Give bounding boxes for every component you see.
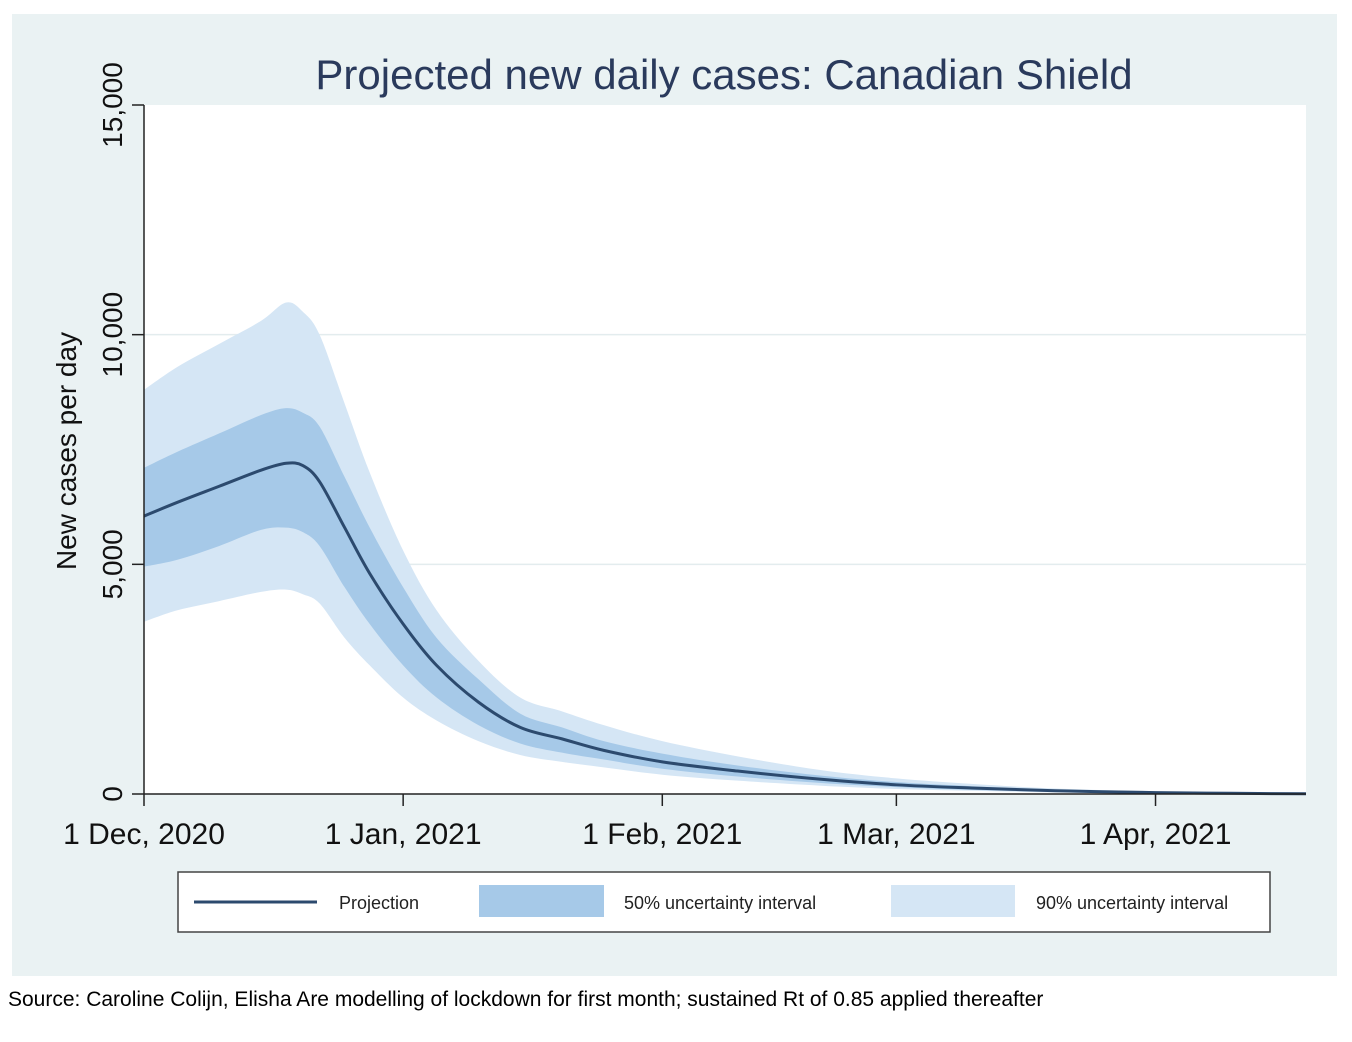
legend-90-swatch: [891, 885, 1015, 917]
chart-svg: Projected new daily cases: Canadian Shie…: [51, 51, 1307, 933]
legend-projection-label: Projection: [339, 893, 419, 913]
y-tick-label: 15,000: [97, 62, 128, 148]
band-50-area: [144, 408, 1306, 794]
legend: Projection 50% uncertainty interval 90% …: [177, 871, 1271, 933]
projection-line: [143, 461, 1307, 796]
legend-50-swatch: [479, 885, 604, 917]
chart-title: Projected new daily cases: Canadian Shie…: [315, 51, 1132, 98]
y-tick-label: 0: [97, 786, 128, 802]
y-axis-label: New cases per day: [51, 332, 82, 570]
x-tick-label: 1 Mar, 2021: [817, 818, 975, 851]
axes: [143, 105, 1306, 795]
y-axis-ticks: 0 5,000 10,000 15,000: [97, 62, 144, 802]
source-note: Source: Caroline Colijn, Elisha Are mode…: [8, 988, 1044, 1011]
x-tick-label: 1 Feb, 2021: [582, 818, 742, 851]
y-tick-label: 5,000: [97, 529, 128, 599]
legend-box: [177, 871, 1271, 933]
y-tick-label: 10,000: [97, 292, 128, 378]
x-axis-ticks: 1 Dec, 2020 1 Jan, 2021 1 Feb, 2021 1 Mar, …: [63, 794, 1231, 851]
x-tick-label: 1 Dec, 2020: [63, 818, 225, 851]
x-tick-label: 1 Jan, 2021: [325, 818, 482, 851]
legend-50-label: 50% uncertainty interval: [624, 893, 816, 913]
legend-90-label: 90% uncertainty interval: [1036, 893, 1228, 913]
chart-figure: Projected new daily cases: Canadian Shie…: [12, 14, 1337, 976]
x-tick-label: 1 Apr, 2021: [1080, 818, 1232, 851]
